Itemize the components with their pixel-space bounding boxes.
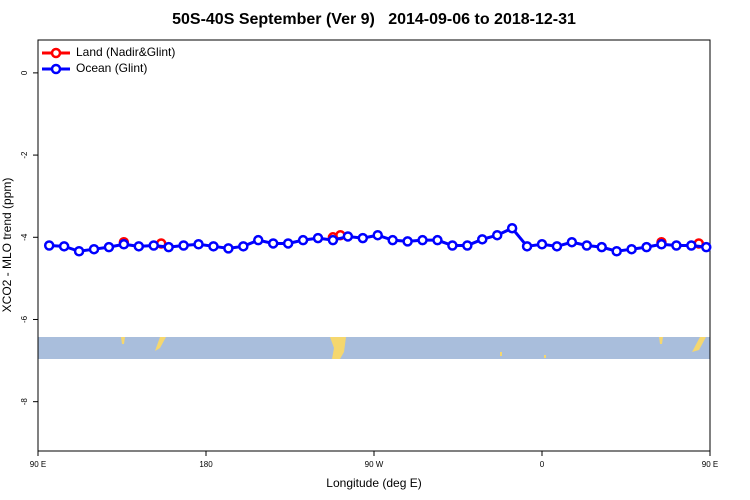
point [447, 240, 458, 251]
point [372, 229, 383, 241]
chart-title: 50S-40S September (Ver 9) 2014-09-06 to … [172, 11, 576, 28]
point [58, 241, 70, 252]
point [551, 241, 563, 252]
point [103, 241, 115, 253]
point [133, 241, 145, 252]
point [462, 240, 473, 251]
point [342, 231, 354, 242]
point [223, 243, 234, 254]
x-tick-label: 90 E [30, 460, 46, 469]
point [686, 240, 697, 251]
point [297, 234, 309, 246]
point [491, 229, 503, 241]
point [477, 234, 488, 245]
legend-marker [50, 63, 62, 75]
point [163, 241, 174, 253]
point [417, 234, 428, 246]
point [432, 234, 443, 246]
y-tick-label: -2 [20, 151, 29, 159]
point [88, 243, 100, 255]
x-axis-label: Longitude (deg E) [326, 476, 421, 490]
x-tick-label: 180 [199, 460, 213, 469]
point [611, 246, 622, 257]
point [387, 234, 398, 246]
point [118, 239, 130, 250]
point [566, 236, 578, 248]
legend-label: Land (Nadir&Glint) [76, 45, 175, 59]
point [148, 240, 159, 251]
point [581, 240, 593, 251]
y-tick-label: -8 [20, 398, 29, 406]
x-tick-label: 90 E [702, 460, 718, 469]
point [267, 238, 279, 249]
y-tick-label: -6 [20, 315, 29, 323]
point [73, 246, 85, 257]
map-land [121, 337, 706, 359]
x-tick-label: 0 [540, 460, 545, 469]
point [193, 239, 204, 250]
map-ocean [38, 337, 710, 359]
y-tick-label: -4 [20, 233, 29, 241]
point [626, 243, 637, 255]
point [282, 238, 294, 249]
point [701, 241, 712, 253]
legend-marker [50, 47, 62, 59]
point [327, 234, 339, 246]
point [671, 240, 682, 251]
point [208, 241, 219, 252]
x-tick-label: 90 W [365, 460, 384, 469]
point [641, 241, 652, 253]
point [596, 241, 607, 253]
point [536, 239, 548, 250]
y-tick-label: 0 [20, 70, 29, 75]
point [656, 239, 667, 250]
point [357, 232, 369, 244]
point [178, 240, 189, 251]
legend-label: Ocean (Glint) [76, 61, 147, 75]
point [238, 241, 249, 252]
point [521, 241, 533, 252]
point [506, 222, 518, 234]
point [312, 232, 324, 244]
point [43, 240, 55, 251]
point [253, 234, 264, 246]
point [402, 236, 413, 247]
y-axis-label: XCO2 - MLO trend (ppm) [0, 178, 14, 313]
